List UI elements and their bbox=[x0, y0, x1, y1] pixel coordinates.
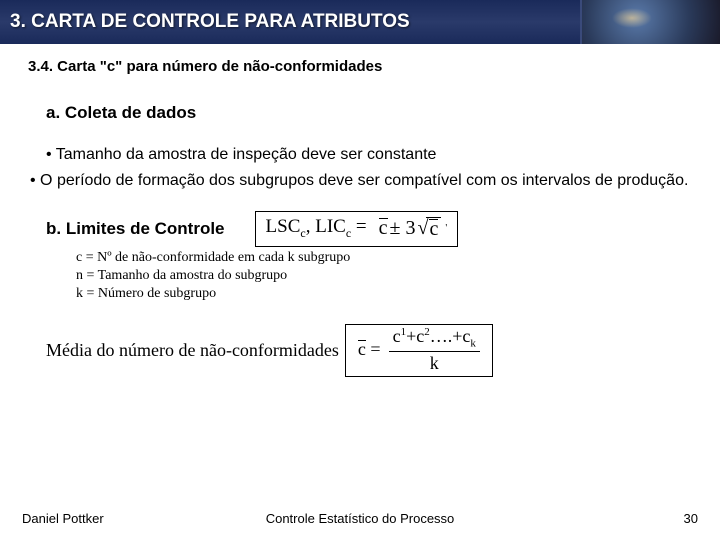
def-c: c = Nº de não-conformidade em cada k sub… bbox=[76, 249, 692, 267]
num-dots: ….+ bbox=[430, 326, 463, 346]
limits-formula-right: c ± 3 √ c ' bbox=[379, 215, 448, 241]
formula-eq: = bbox=[351, 216, 366, 237]
bullet-1: • Tamanho da amostra de inspeção deve se… bbox=[46, 145, 692, 165]
c-bar-1: c bbox=[379, 217, 388, 240]
num-c1: c bbox=[393, 326, 401, 346]
fraction-denominator: k bbox=[430, 352, 439, 372]
slide-footer: Daniel Pottker Controle Estatístico do P… bbox=[0, 511, 720, 526]
sqrt-arg: c bbox=[426, 217, 441, 241]
fraction-numerator: c1+c2….+ck bbox=[389, 327, 480, 353]
num-plus1: + bbox=[406, 326, 416, 346]
lsc-label: LSC bbox=[266, 216, 301, 237]
header-title: 3. CARTA DE CONTROLE PARA ATRIBUTOS bbox=[10, 11, 410, 33]
limits-formula-left: LSCc, LICc = bbox=[266, 216, 367, 241]
formula-comma: , bbox=[306, 216, 316, 237]
bullet-2: • O período de formação dos subgrupos de… bbox=[30, 171, 692, 191]
footer-author: Daniel Pottker bbox=[22, 511, 104, 526]
definitions: c = Nº de não-conformidade em cada k sub… bbox=[76, 249, 692, 304]
num-sk: k bbox=[470, 337, 476, 349]
slide-content: 3.4. Carta "c" para número de não-confor… bbox=[0, 44, 720, 377]
section-b-row: b. Limites de Controle LSCc, LICc = c ± … bbox=[46, 211, 692, 247]
mean-eq: = bbox=[366, 339, 381, 359]
header-decorative-image bbox=[580, 0, 720, 44]
section-a-heading: a. Coleta de dados bbox=[46, 103, 692, 123]
tick-mark: ' bbox=[445, 223, 447, 234]
slide-header: 3. CARTA DE CONTROLE PARA ATRIBUTOS bbox=[0, 0, 720, 44]
subtitle: 3.4. Carta "c" para número de não-confor… bbox=[28, 58, 692, 75]
c-bar-mean: c bbox=[358, 339, 366, 360]
mean-row: Média do número de não-conformidades c =… bbox=[46, 324, 692, 378]
mean-lhs: c = bbox=[358, 339, 381, 360]
def-k: k = Número de subgrupo bbox=[76, 285, 692, 303]
footer-title: Controle Estatístico do Processo bbox=[266, 511, 455, 526]
mean-label: Média do número de não-conformidades bbox=[46, 340, 339, 361]
c-bar-2: c bbox=[429, 218, 438, 241]
mean-formula-box: c = c1+c2….+ck k bbox=[345, 324, 493, 378]
def-n: n = Tamanho da amostra do subgrupo bbox=[76, 267, 692, 285]
plus-minus: ± 3 bbox=[390, 217, 416, 240]
footer-page-number: 30 bbox=[684, 511, 698, 526]
limits-formula-box: LSCc, LICc = c ± 3 √ c ' bbox=[255, 211, 459, 247]
mean-fraction: c1+c2….+ck k bbox=[389, 327, 480, 373]
sqrt-expr: √ c bbox=[418, 215, 442, 241]
section-b-heading: b. Limites de Controle bbox=[46, 219, 225, 239]
lic-label: LIC bbox=[315, 216, 346, 237]
